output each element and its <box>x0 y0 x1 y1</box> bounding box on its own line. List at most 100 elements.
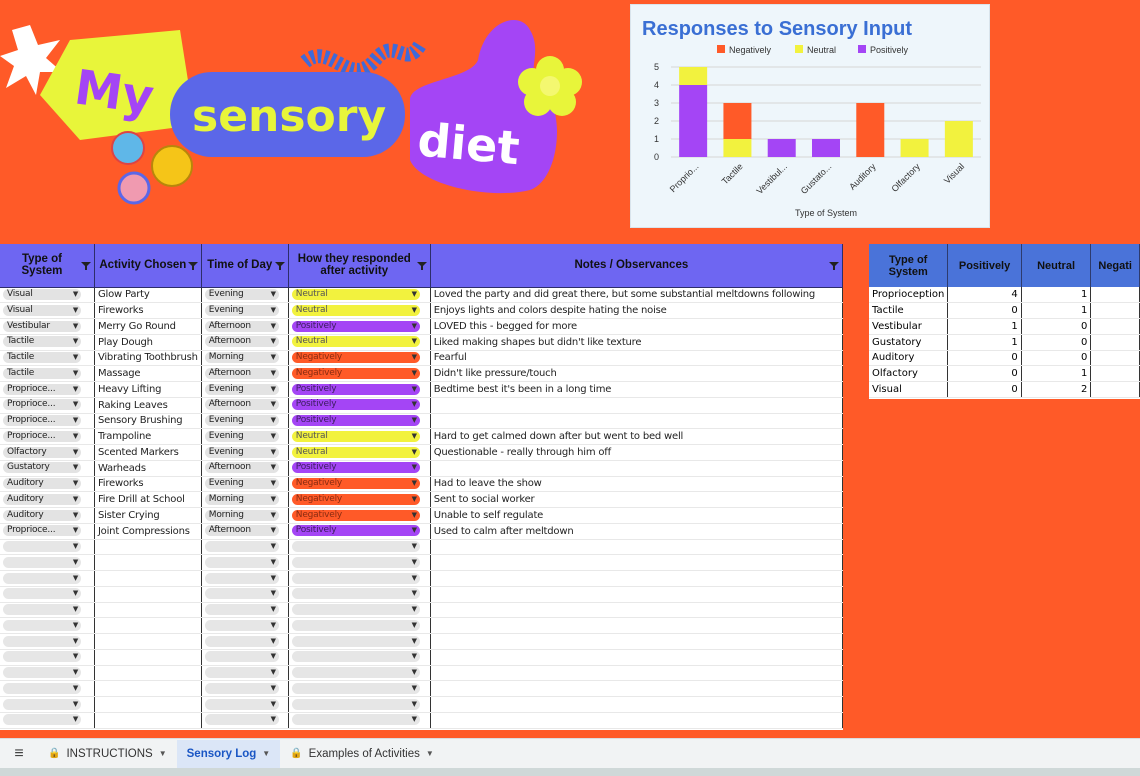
system-dropdown[interactable]: Auditory ▼ <box>3 493 81 505</box>
response-dropdown[interactable]: ▼ <box>291 651 420 663</box>
activity-cell[interactable]: Warheads <box>94 460 202 477</box>
notes-cell[interactable]: Bedtime best it's been in a long time <box>430 381 843 398</box>
activity-cell[interactable] <box>94 570 202 587</box>
system-cell[interactable]: ▼ <box>0 712 95 729</box>
response-cell[interactable]: Neutral ▼ <box>288 334 431 351</box>
dropdown-arrow-icon[interactable]: ▼ <box>411 699 417 708</box>
dropdown-arrow-icon[interactable]: ▼ <box>72 494 78 503</box>
time-dropdown[interactable]: ▼ <box>204 541 279 553</box>
dropdown-arrow-icon[interactable]: ▼ <box>72 479 78 488</box>
time-cell[interactable]: ▼ <box>201 633 289 650</box>
response-cell[interactable]: Positively ▼ <box>288 318 431 335</box>
summary-neutral-cell[interactable]: 1 <box>1021 365 1092 382</box>
notes-cell[interactable] <box>430 413 843 430</box>
time-cell[interactable]: Afternoon ▼ <box>201 397 289 414</box>
response-cell[interactable]: Negatively ▼ <box>288 350 431 367</box>
activity-cell[interactable] <box>94 617 202 634</box>
time-dropdown[interactable]: ▼ <box>204 588 279 600</box>
time-cell[interactable]: ▼ <box>201 696 289 713</box>
dropdown-arrow-icon[interactable]: ▼ <box>72 400 78 409</box>
response-dropdown[interactable]: Negatively ▼ <box>291 509 420 521</box>
dropdown-arrow-icon[interactable]: ▼ <box>411 290 417 299</box>
dropdown-arrow-icon[interactable]: ▼ <box>411 620 417 629</box>
response-cell[interactable]: Positively ▼ <box>288 413 431 430</box>
notes-cell[interactable] <box>430 570 843 587</box>
system-cell[interactable]: ▼ <box>0 586 95 603</box>
activity-cell[interactable] <box>94 665 202 682</box>
summary-positively-cell[interactable]: 0 <box>947 381 1022 398</box>
dropdown-arrow-icon[interactable]: ▼ <box>270 321 276 330</box>
notes-cell[interactable] <box>430 680 843 697</box>
time-cell[interactable]: Evening ▼ <box>201 302 289 319</box>
time-dropdown[interactable]: ▼ <box>204 667 279 679</box>
response-dropdown[interactable]: Positively ▼ <box>291 525 420 537</box>
response-cell[interactable]: ▼ <box>288 554 431 571</box>
time-cell[interactable]: Morning ▼ <box>201 507 289 524</box>
summary-positively-cell[interactable]: 0 <box>947 350 1022 367</box>
system-dropdown[interactable]: Visual ▼ <box>3 304 81 316</box>
dropdown-arrow-icon[interactable]: ▼ <box>411 589 417 598</box>
system-dropdown[interactable]: ▼ <box>3 572 81 584</box>
time-dropdown[interactable]: Evening ▼ <box>204 383 279 395</box>
system-dropdown[interactable]: ▼ <box>3 682 81 694</box>
responses-chart[interactable]: Responses to Sensory Input Negatively Neut… <box>630 4 990 228</box>
time-cell[interactable]: Afternoon ▼ <box>201 523 289 540</box>
activity-cell[interactable]: Massage <box>94 365 202 382</box>
response-cell[interactable]: Negatively ▼ <box>288 476 431 493</box>
response-cell[interactable]: ▼ <box>288 633 431 650</box>
filter-icon[interactable] <box>416 262 427 270</box>
time-dropdown[interactable]: Afternoon ▼ <box>204 367 279 379</box>
response-dropdown[interactable]: Negatively ▼ <box>291 493 420 505</box>
summary-system-cell[interactable]: Olfactory <box>869 365 949 382</box>
header-type-of-system[interactable]: Type of System <box>0 244 95 288</box>
notes-cell[interactable] <box>430 397 843 414</box>
system-cell[interactable]: ▼ <box>0 539 95 556</box>
system-cell[interactable]: Proprioce... ▼ <box>0 428 95 445</box>
activity-cell[interactable]: Fire Drill at School <box>94 491 202 508</box>
sheet-tab-instructions[interactable]: 🔒 INSTRUCTIONS ▼ <box>38 740 177 768</box>
dropdown-arrow-icon[interactable]: ▼ <box>72 668 78 677</box>
dropdown-arrow-icon[interactable]: ▼ <box>411 605 417 614</box>
response-dropdown[interactable]: Positively ▼ <box>291 462 420 474</box>
dropdown-arrow-icon[interactable]: ▼ <box>411 652 417 661</box>
time-cell[interactable]: ▼ <box>201 665 289 682</box>
dropdown-arrow-icon[interactable]: ▼ <box>72 699 78 708</box>
dropdown-arrow-icon[interactable]: ▼ <box>72 542 78 551</box>
system-dropdown[interactable]: Proprioce... ▼ <box>3 415 81 427</box>
chevron-down-icon[interactable]: ▼ <box>262 749 271 758</box>
dropdown-arrow-icon[interactable]: ▼ <box>270 542 276 551</box>
time-cell[interactable]: ▼ <box>201 539 289 556</box>
response-cell[interactable]: ▼ <box>288 602 431 619</box>
system-cell[interactable]: Olfactory ▼ <box>0 444 95 461</box>
response-cell[interactable]: Negatively ▼ <box>288 507 431 524</box>
response-dropdown[interactable]: ▼ <box>291 698 420 710</box>
response-dropdown[interactable]: Negatively ▼ <box>291 478 420 490</box>
activity-cell[interactable]: Play Dough <box>94 334 202 351</box>
system-dropdown[interactable]: Visual ▼ <box>3 289 81 301</box>
summary-negatively-cell[interactable] <box>1090 318 1140 335</box>
response-cell[interactable]: Neutral ▼ <box>288 444 431 461</box>
notes-cell[interactable]: Questionable - really through him off <box>430 444 843 461</box>
dropdown-arrow-icon[interactable]: ▼ <box>72 715 78 724</box>
response-cell[interactable]: ▼ <box>288 696 431 713</box>
dropdown-arrow-icon[interactable]: ▼ <box>270 526 276 535</box>
response-cell[interactable]: Negatively ▼ <box>288 365 431 382</box>
activity-cell[interactable]: Fireworks <box>94 476 202 493</box>
response-dropdown[interactable]: Negatively ▼ <box>291 367 420 379</box>
time-dropdown[interactable]: ▼ <box>204 572 279 584</box>
dropdown-arrow-icon[interactable]: ▼ <box>72 605 78 614</box>
time-dropdown[interactable]: Afternoon ▼ <box>204 320 279 332</box>
summary-negatively-cell[interactable] <box>1090 381 1140 398</box>
sensory-log-table[interactable]: Type of System Activity Chosen Time of Day… <box>0 244 843 730</box>
response-cell[interactable]: ▼ <box>288 617 431 634</box>
summary-negatively-cell[interactable] <box>1090 334 1140 351</box>
dropdown-arrow-icon[interactable]: ▼ <box>411 494 417 503</box>
time-cell[interactable]: ▼ <box>201 554 289 571</box>
activity-cell[interactable]: Joint Compressions <box>94 523 202 540</box>
notes-cell[interactable] <box>430 649 843 666</box>
system-cell[interactable]: Tactile ▼ <box>0 350 95 367</box>
dropdown-arrow-icon[interactable]: ▼ <box>411 542 417 551</box>
system-dropdown[interactable]: Proprioce... ▼ <box>3 430 81 442</box>
response-dropdown[interactable]: ▼ <box>291 541 420 553</box>
dropdown-arrow-icon[interactable]: ▼ <box>411 526 417 535</box>
